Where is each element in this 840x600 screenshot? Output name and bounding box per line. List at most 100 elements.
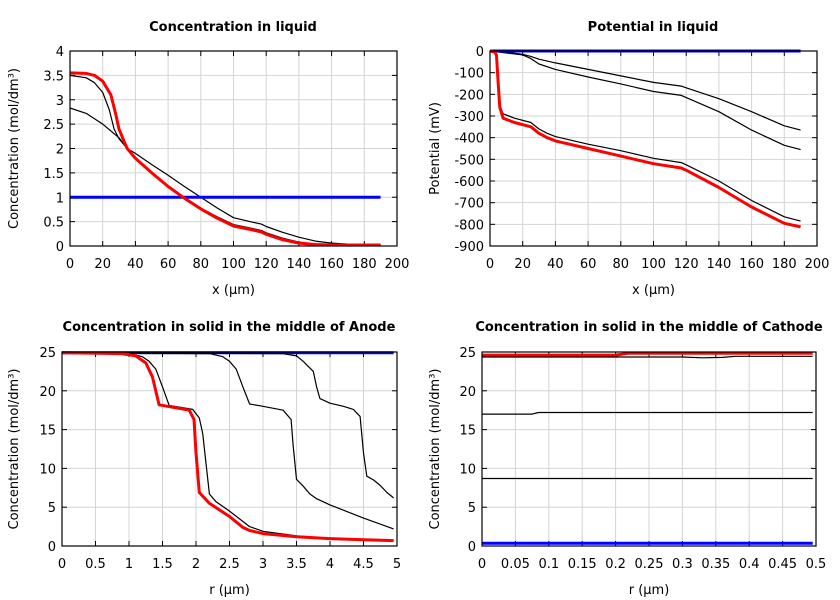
y-tick-label: 1.5 xyxy=(43,167,64,182)
y-tick-label: 0 xyxy=(476,45,484,60)
plot-frame xyxy=(61,351,398,547)
y-tick-label: 20 xyxy=(39,385,56,400)
x-tick-label: 1 xyxy=(125,557,133,572)
x-axis-label: x (µm) xyxy=(212,283,255,298)
series-line-black xyxy=(489,50,801,151)
plot-frame xyxy=(481,351,817,547)
x-tick-label: 4 xyxy=(326,557,334,572)
y-tick-label: 20 xyxy=(459,385,476,400)
x-tick-label: 200 xyxy=(385,257,410,272)
y-tick-label: -200 xyxy=(454,88,484,103)
y-tick-label: 0 xyxy=(468,540,476,555)
series-line-black xyxy=(61,352,394,530)
x-tick-label: 0.25 xyxy=(635,557,664,572)
y-tick-label: -400 xyxy=(454,132,484,147)
x-tick-label: 160 xyxy=(739,257,764,272)
x-tick-label: 20 xyxy=(514,257,531,272)
x-tick-label: 0.5 xyxy=(806,557,827,572)
y-tick-label: -100 xyxy=(454,67,484,82)
subplot-2: Potential in liquid 0 20 40 60 80 100 120 140 160… xyxy=(428,20,829,298)
x-tick-label: 0.2 xyxy=(605,557,626,572)
x-tick-label: 100 xyxy=(641,257,666,272)
y-tick-label: 0 xyxy=(48,540,56,555)
x-tick-label: 0.1 xyxy=(538,557,559,572)
x-tick-label: 0 xyxy=(486,257,494,272)
x-tick-label: 0.05 xyxy=(501,557,530,572)
y-tick-label: 4 xyxy=(56,45,64,60)
x-tick-label: 5 xyxy=(393,557,401,572)
y-tick-label: 5 xyxy=(48,501,56,516)
x-tick-label: 0 xyxy=(66,257,74,272)
chart-title: Potential in liquid xyxy=(588,20,719,35)
x-tick-label: 140 xyxy=(706,257,731,272)
y-tick-label: -500 xyxy=(454,153,484,168)
x-tick-label: 20 xyxy=(94,257,111,272)
x-tick-label: 40 xyxy=(127,257,144,272)
y-tick-label: 0 xyxy=(56,240,64,255)
series-line-black xyxy=(61,352,394,499)
y-tick-label: 3 xyxy=(56,94,64,109)
x-tick-label: 160 xyxy=(319,257,344,272)
y-tick-label: -600 xyxy=(454,175,484,190)
x-tick-label: 120 xyxy=(254,257,279,272)
y-tick-label: 5 xyxy=(468,501,476,516)
x-tick-label: 60 xyxy=(580,257,597,272)
x-tick-label: 60 xyxy=(160,257,177,272)
y-tick-label: -300 xyxy=(454,110,484,125)
x-tick-label: 3 xyxy=(259,557,267,572)
series-line-red xyxy=(61,351,394,543)
x-tick-label: 3.5 xyxy=(286,557,307,572)
series-line-black xyxy=(69,107,381,246)
x-tick-label: 0.4 xyxy=(739,557,760,572)
plot-frame xyxy=(69,50,398,247)
x-tick-label: 80 xyxy=(613,257,630,272)
x-tick-label: 2.5 xyxy=(219,557,240,572)
y-axis-label: Potential (mV) xyxy=(428,102,443,195)
series-line-red xyxy=(69,71,381,247)
subplot-4: Concentration in solid in the middle of … xyxy=(428,320,826,598)
x-tick-label: 0 xyxy=(58,557,66,572)
x-tick-label: 0.5 xyxy=(85,557,106,572)
y-tick-label: 15 xyxy=(459,424,476,439)
y-tick-label: 2 xyxy=(56,143,64,158)
y-tick-label: 3.5 xyxy=(43,69,64,84)
x-tick-label: 200 xyxy=(805,257,830,272)
y-axis-label: Concentration (mol/dm³) xyxy=(428,369,443,530)
x-tick-label: 0 xyxy=(478,557,486,572)
y-tick-label: 25 xyxy=(39,346,56,361)
x-tick-label: 4.5 xyxy=(353,557,374,572)
y-tick-label: -900 xyxy=(454,240,484,255)
x-tick-label: 100 xyxy=(221,257,246,272)
x-tick-label: 120 xyxy=(674,257,699,272)
plot-frame xyxy=(489,50,818,247)
series-line-black xyxy=(482,355,813,359)
y-tick-label: 1 xyxy=(56,191,64,206)
x-axis-label: r (µm) xyxy=(629,583,670,598)
y-tick-label: -800 xyxy=(454,218,484,233)
y-tick-label: 2.5 xyxy=(43,118,64,133)
subplot-3: Concentration in solid in the middle of … xyxy=(7,320,401,598)
y-tick-label: 10 xyxy=(459,462,476,477)
series-line-black xyxy=(489,50,801,222)
x-tick-label: 0.3 xyxy=(672,557,693,572)
chart-title: Concentration in solid in the middle of … xyxy=(475,320,823,335)
x-tick-label: 180 xyxy=(772,257,797,272)
y-axis-label: Concentration (mol/dm³) xyxy=(7,369,22,530)
x-tick-label: 40 xyxy=(547,257,564,272)
chart-title: Concentration in solid in the middle of … xyxy=(63,320,396,335)
y-tick-label: 10 xyxy=(39,462,56,477)
x-tick-label: 0.15 xyxy=(568,557,597,572)
x-tick-label: 0.45 xyxy=(768,557,797,572)
x-tick-label: 180 xyxy=(352,257,377,272)
x-axis-label: r (µm) xyxy=(209,583,250,598)
y-tick-label: 15 xyxy=(39,424,56,439)
x-tick-label: 80 xyxy=(193,257,210,272)
series-line-black xyxy=(489,50,801,131)
series-line-black xyxy=(69,74,381,246)
series-line-red xyxy=(489,49,801,229)
x-axis-label: x (µm) xyxy=(632,283,675,298)
series-line-red xyxy=(482,351,813,357)
series-line-black xyxy=(61,352,394,542)
